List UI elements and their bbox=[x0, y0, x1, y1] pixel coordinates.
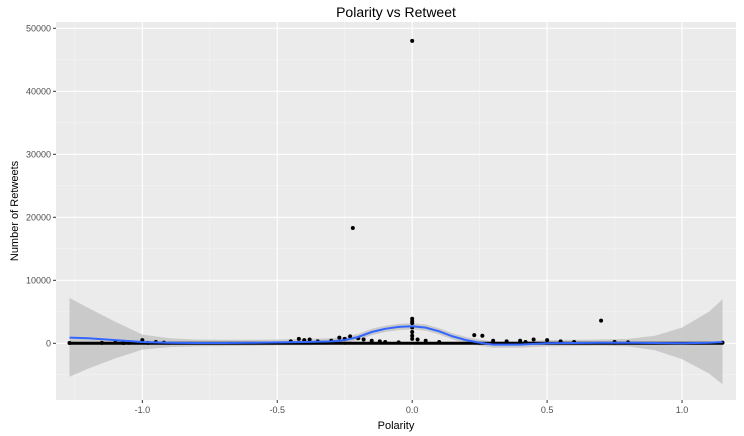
data-point bbox=[307, 337, 312, 342]
data-point bbox=[296, 336, 301, 341]
data-point bbox=[361, 337, 366, 342]
data-point bbox=[523, 340, 528, 345]
x-axis-ticks: -1.0 -0.5 0.0 0.5 1.0 bbox=[135, 400, 689, 415]
data-point bbox=[599, 318, 604, 323]
data-point bbox=[531, 337, 536, 342]
minor-gridlines bbox=[56, 22, 736, 400]
data-point bbox=[377, 339, 382, 344]
y-tick-label: 20000 bbox=[26, 212, 51, 222]
smooth-line-layer bbox=[69, 325, 723, 346]
smooth-line bbox=[69, 325, 723, 346]
confidence-ribbon bbox=[69, 297, 723, 385]
data-point bbox=[518, 338, 523, 343]
data-point bbox=[415, 337, 420, 342]
data-point bbox=[410, 329, 415, 334]
data-point bbox=[545, 338, 550, 343]
data-point bbox=[113, 340, 118, 345]
data-point bbox=[423, 338, 428, 343]
data-point bbox=[337, 335, 342, 340]
y-tick-label: 40000 bbox=[26, 86, 51, 96]
data-point bbox=[121, 341, 126, 346]
data-point bbox=[369, 338, 374, 343]
y-axis-ticks: 0 10000 20000 30000 40000 50000 bbox=[26, 23, 56, 348]
y-tick-label: 0 bbox=[46, 338, 51, 348]
data-point bbox=[410, 336, 415, 341]
x-axis-title: Polarity bbox=[378, 420, 415, 432]
data-point bbox=[410, 333, 415, 338]
data-point bbox=[491, 338, 496, 343]
x-tick-label: 1.0 bbox=[676, 405, 689, 415]
data-point bbox=[437, 340, 442, 345]
y-axis-title: Number of Retweets bbox=[9, 160, 21, 261]
x-tick-label: 0.0 bbox=[406, 405, 419, 415]
x-tick-label: -0.5 bbox=[270, 405, 286, 415]
data-point bbox=[504, 339, 509, 344]
y-tick-label: 30000 bbox=[26, 149, 51, 159]
data-point bbox=[350, 226, 355, 231]
data-point bbox=[67, 340, 72, 345]
data-point bbox=[472, 333, 477, 338]
chart-title: Polarity vs Retweet bbox=[336, 4, 456, 20]
y-tick-label: 50000 bbox=[26, 23, 51, 33]
data-point bbox=[480, 333, 485, 338]
plot-panel bbox=[56, 22, 736, 400]
confidence-ribbon-layer bbox=[69, 297, 723, 385]
data-point bbox=[383, 340, 388, 345]
data-point bbox=[410, 38, 415, 43]
x-tick-label: -1.0 bbox=[135, 405, 151, 415]
y-tick-label: 10000 bbox=[26, 275, 51, 285]
data-point bbox=[396, 340, 401, 345]
major-gridlines bbox=[56, 22, 736, 400]
data-point bbox=[99, 340, 104, 345]
x-tick-label: 0.5 bbox=[541, 405, 554, 415]
data-point bbox=[348, 334, 353, 339]
data-point bbox=[410, 321, 415, 326]
